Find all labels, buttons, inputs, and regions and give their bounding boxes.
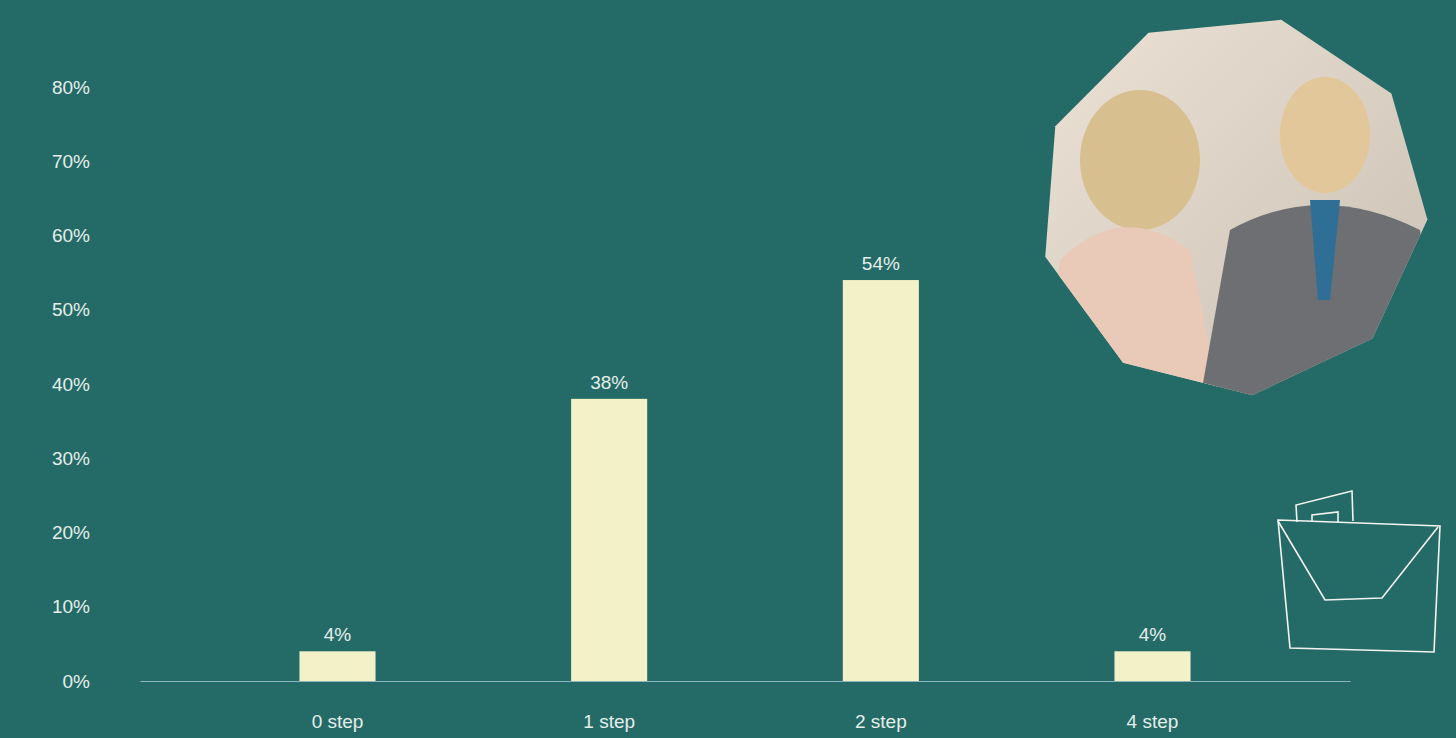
- bars: [299, 280, 1190, 681]
- bar: [843, 280, 919, 681]
- data-label: 38%: [590, 372, 628, 393]
- bar: [571, 399, 647, 681]
- photo-figure: [1040, 227, 1220, 400]
- y-tick: 20%: [52, 522, 90, 543]
- y-tick: 50%: [52, 299, 90, 320]
- x-axis-line: [141, 681, 1351, 682]
- y-tick: 40%: [52, 374, 90, 395]
- y-tick-label: 70%: [52, 151, 90, 172]
- bar: [299, 651, 375, 681]
- y-tick-label: 40%: [52, 374, 90, 395]
- y-tick: 70%: [52, 151, 90, 172]
- y-tick: 0%: [63, 671, 91, 692]
- y-tick-label: 60%: [52, 225, 90, 246]
- x-tick: 0 step: [312, 711, 364, 732]
- x-axis: 0 step 1 step 2 step 4 step: [141, 682, 1351, 733]
- chart: 0% 10% 20% 30% 40% 50% 60% 70% 80% 0 step 1 step 2 …: [0, 0, 1456, 738]
- briefcase-icon: [1278, 491, 1440, 652]
- y-tick: 10%: [52, 596, 90, 617]
- background: [0, 0, 1456, 738]
- data-label: 4%: [324, 624, 352, 645]
- x-tick: 2 step: [855, 711, 907, 732]
- bar: [1114, 651, 1190, 681]
- y-tick-label: 20%: [52, 522, 90, 543]
- x-tick: 4 step: [1127, 711, 1179, 732]
- briefcase-handle: [1312, 512, 1338, 522]
- y-tick-label: 80%: [52, 77, 90, 98]
- data-label: 4%: [1139, 624, 1167, 645]
- y-tick: 30%: [52, 448, 90, 469]
- briefcase-handle: [1296, 491, 1353, 522]
- photo-figure: [1310, 200, 1340, 300]
- briefcase-body: [1278, 520, 1440, 652]
- y-axis-line: [90, 88, 91, 682]
- photo-figure: [1280, 77, 1370, 193]
- x-tick-label: 0 step: [312, 711, 364, 732]
- briefcase-flap: [1278, 521, 1438, 600]
- data-label: 54%: [862, 253, 900, 274]
- data-labels: 4% 38% 54% 4%: [324, 253, 1167, 645]
- y-tick-label: 0%: [63, 671, 91, 692]
- x-tick-label: 4 step: [1127, 711, 1179, 732]
- y-tick: 80%: [52, 77, 90, 98]
- y-tick-label: 10%: [52, 596, 90, 617]
- y-tick: 60%: [52, 225, 90, 246]
- y-axis: 0% 10% 20% 30% 40% 50% 60% 70% 80%: [52, 77, 91, 692]
- y-tick-label: 50%: [52, 299, 90, 320]
- photo: [1038, 10, 1440, 400]
- y-tick-label: 30%: [52, 448, 90, 469]
- x-tick-label: 1 step: [583, 711, 635, 732]
- x-tick-label: 2 step: [855, 711, 907, 732]
- photo-figure: [1080, 90, 1200, 230]
- x-tick: 1 step: [583, 711, 635, 732]
